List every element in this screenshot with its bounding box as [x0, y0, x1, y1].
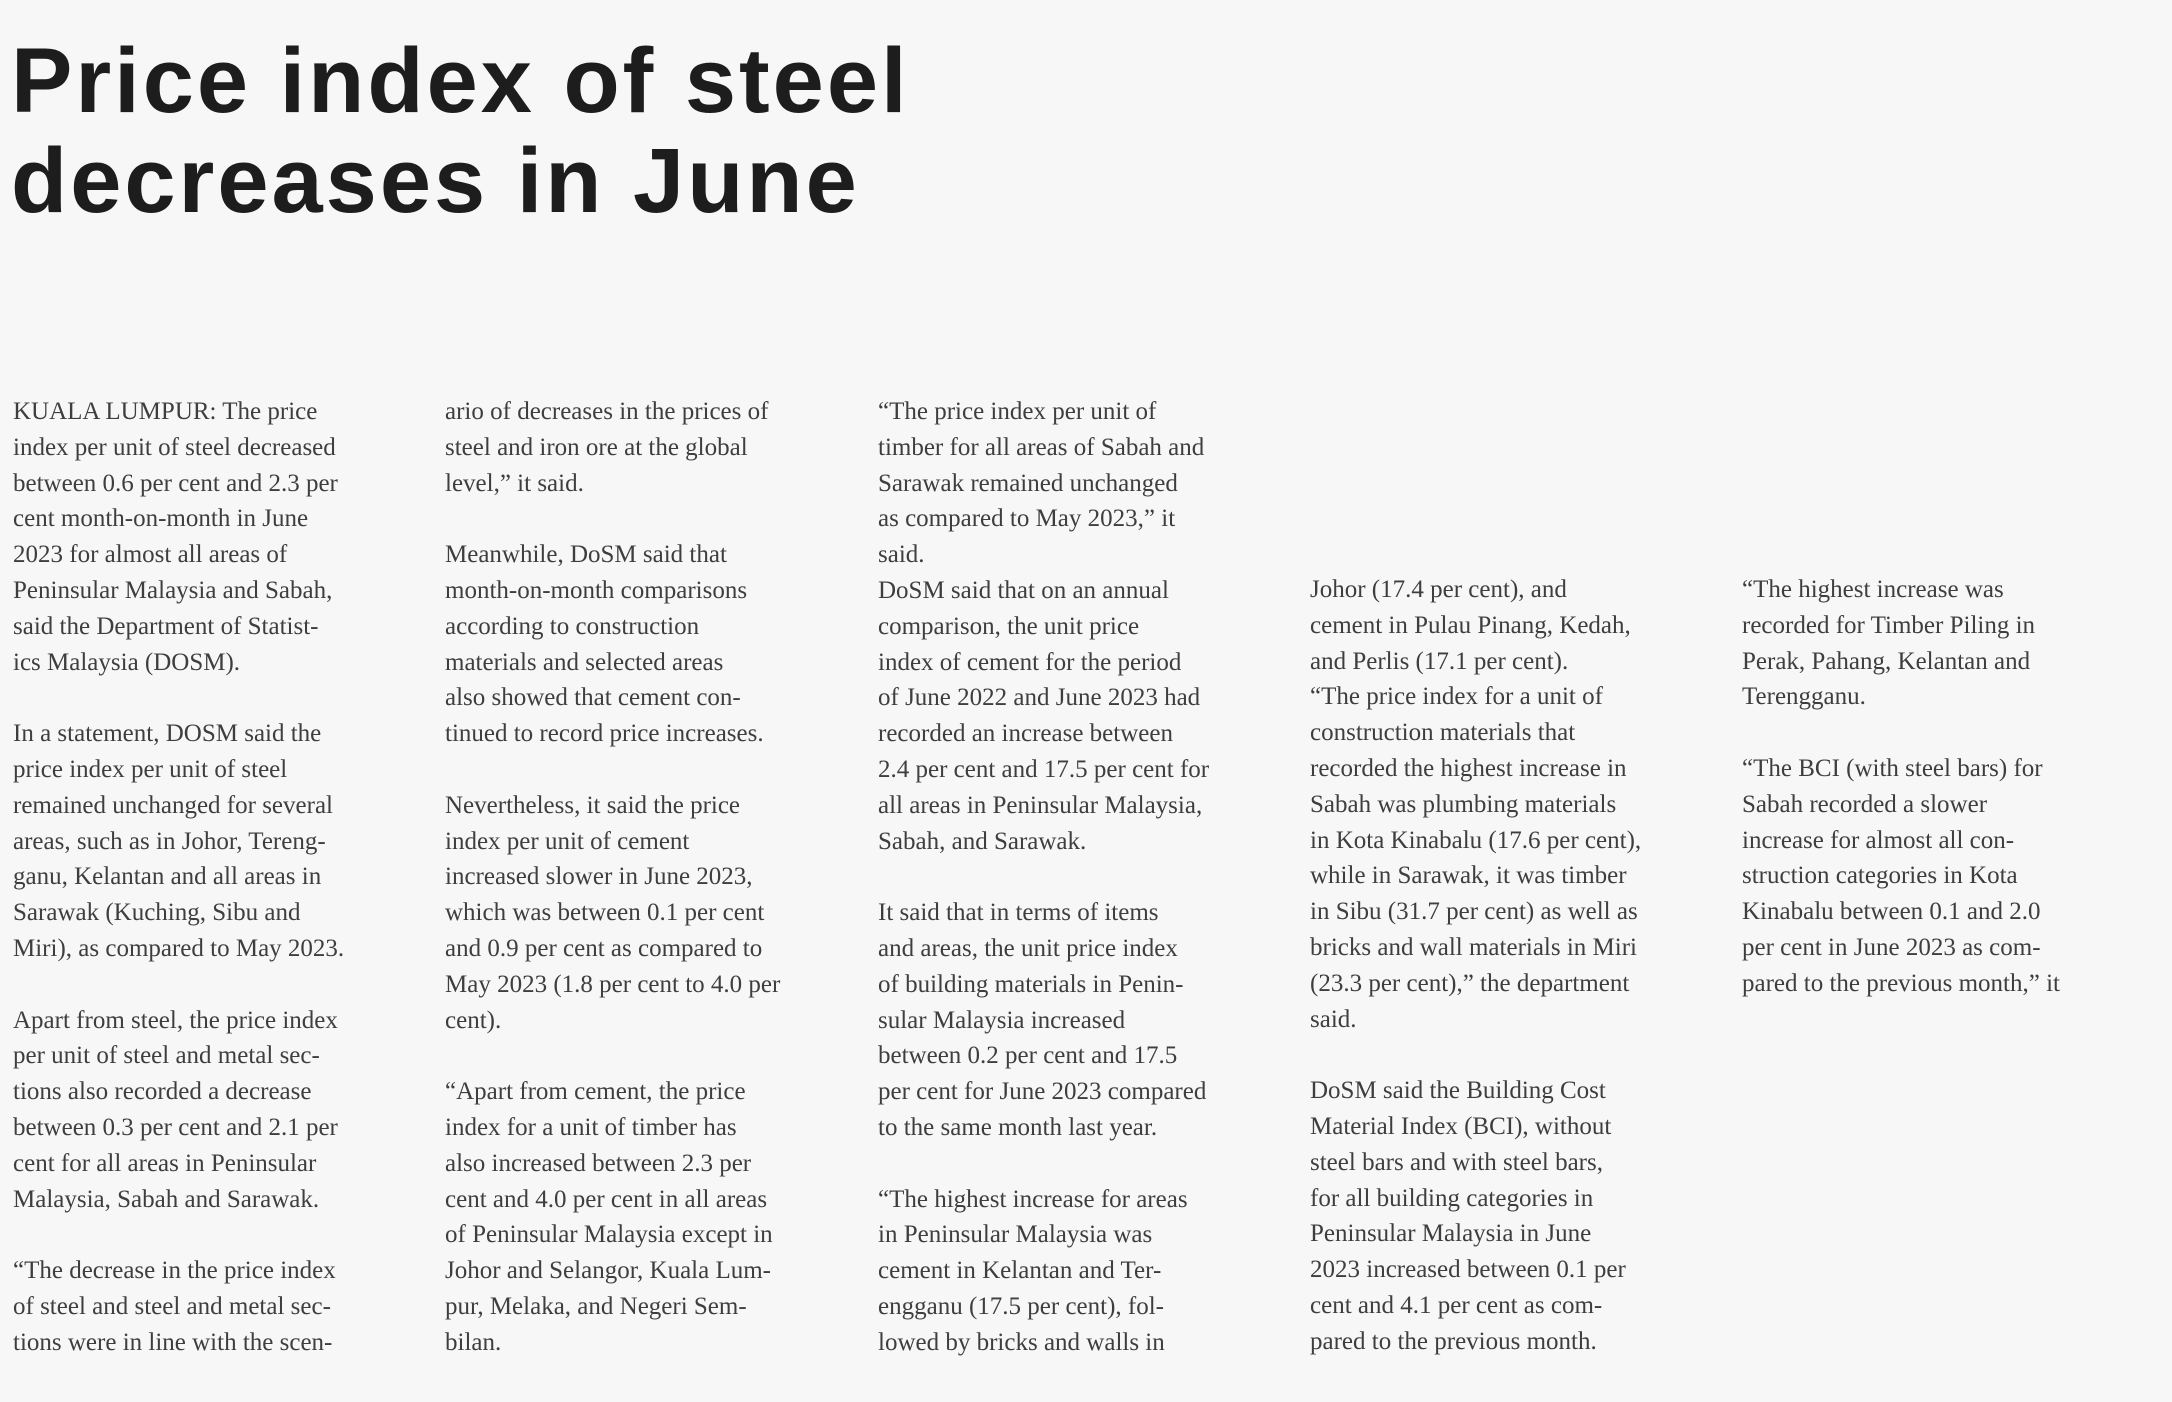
- article-column-5: “The highest increase was recorded for T…: [1742, 572, 2162, 1002]
- paragraph: DoSM said that on an annual comparison, …: [878, 576, 1210, 855]
- paragraph: ario of decreases in the prices of steel…: [445, 398, 769, 497]
- paragraph: “The decrease in the price index of stee…: [13, 1257, 336, 1356]
- paragraph: DoSM said the Building Cost Material Ind…: [1310, 1077, 1626, 1355]
- article-column-2: ario of decreases in the prices of steel…: [445, 394, 865, 1361]
- paragraph: In a statement, DOSM said the price inde…: [13, 720, 345, 962]
- paragraph: “Apart from cement, the price index for …: [445, 1078, 773, 1356]
- paragraph: “The price index for a unit of construct…: [1310, 683, 1642, 1033]
- headline: Price index of steel decreases in June: [11, 30, 910, 232]
- article-column-3: “The price index per unit of timber for …: [878, 394, 1298, 1361]
- paragraph: It said that in terms of items and areas…: [878, 899, 1207, 1141]
- paragraph: “The price index per unit of timber for …: [878, 398, 1205, 569]
- paragraph: Apart from steel, the price index per un…: [13, 1006, 338, 1213]
- article-column-1: KUALA LUMPUR: The price index per unit o…: [13, 394, 433, 1361]
- paragraph: Johor (17.4 per cent), and cement in Pul…: [1310, 576, 1631, 675]
- paragraph: Nevertheless, it said the price index pe…: [445, 791, 781, 1034]
- paragraph: “The BCI (with steel bars) for Sabah rec…: [1742, 754, 2060, 997]
- article-column-4: Johor (17.4 per cent), and cement in Pul…: [1310, 572, 1730, 1360]
- paragraph: “The highest increase was recorded for T…: [1742, 576, 2036, 711]
- paragraph: “The highest increase for areas in Penin…: [878, 1185, 1188, 1356]
- paragraph: Meanwhile, DoSM said that month-on-month…: [445, 541, 764, 748]
- paragraph: KUALA LUMPUR: The price index per unit o…: [13, 398, 338, 676]
